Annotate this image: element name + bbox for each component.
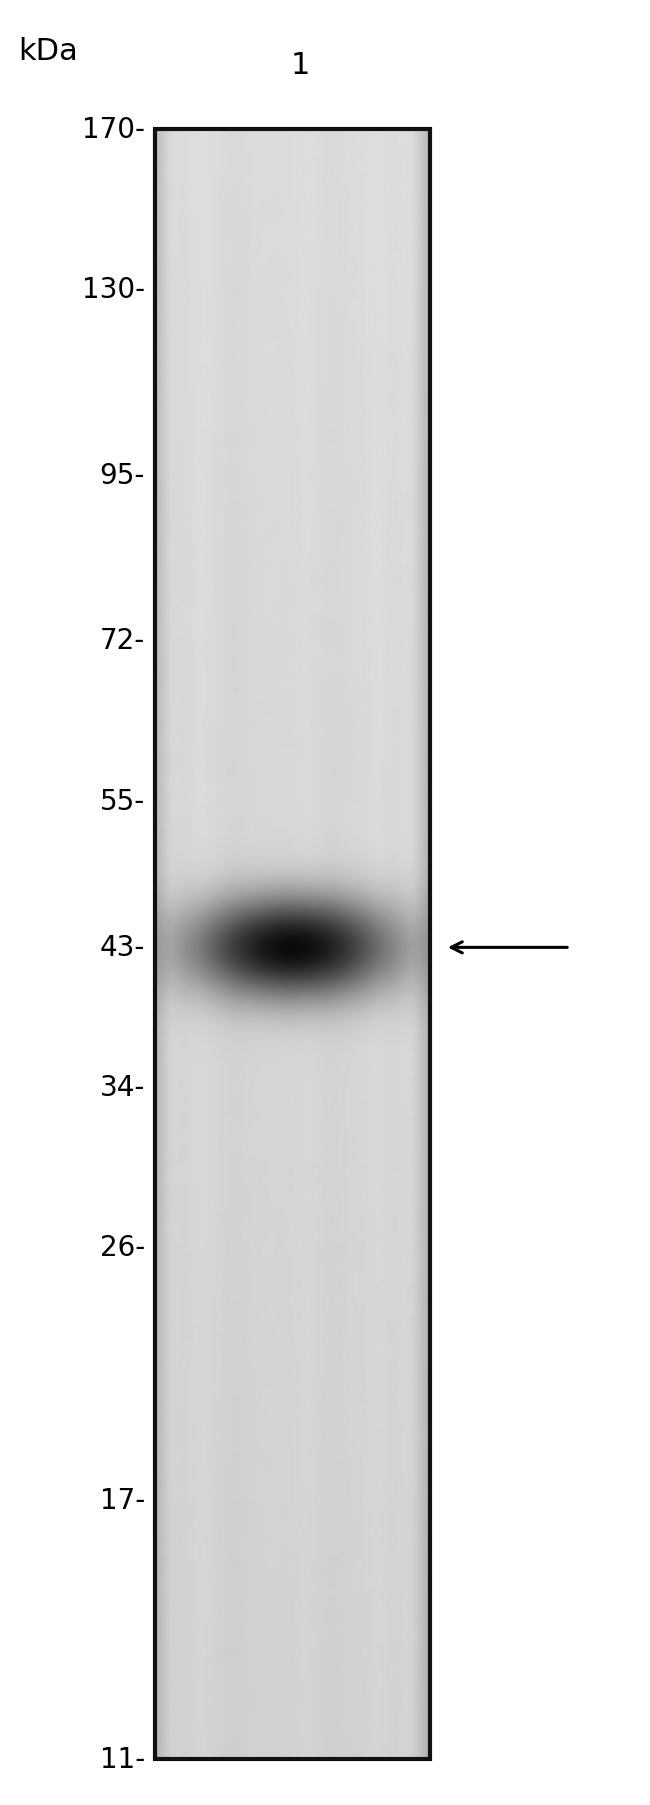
Text: 170-: 170-: [82, 116, 145, 144]
Text: 130-: 130-: [82, 276, 145, 303]
Text: 95-: 95-: [99, 462, 145, 491]
Text: 1: 1: [291, 51, 309, 79]
Bar: [155, 130, 430, 1760]
Text: kDa: kDa: [18, 38, 78, 67]
Text: 11-: 11-: [99, 1745, 145, 1773]
Text: 26-: 26-: [99, 1233, 145, 1262]
Text: 55-: 55-: [99, 787, 145, 816]
Text: 34-: 34-: [99, 1074, 145, 1101]
Text: 43-: 43-: [99, 933, 145, 962]
Text: 72-: 72-: [99, 626, 145, 655]
Text: 17-: 17-: [99, 1486, 145, 1514]
